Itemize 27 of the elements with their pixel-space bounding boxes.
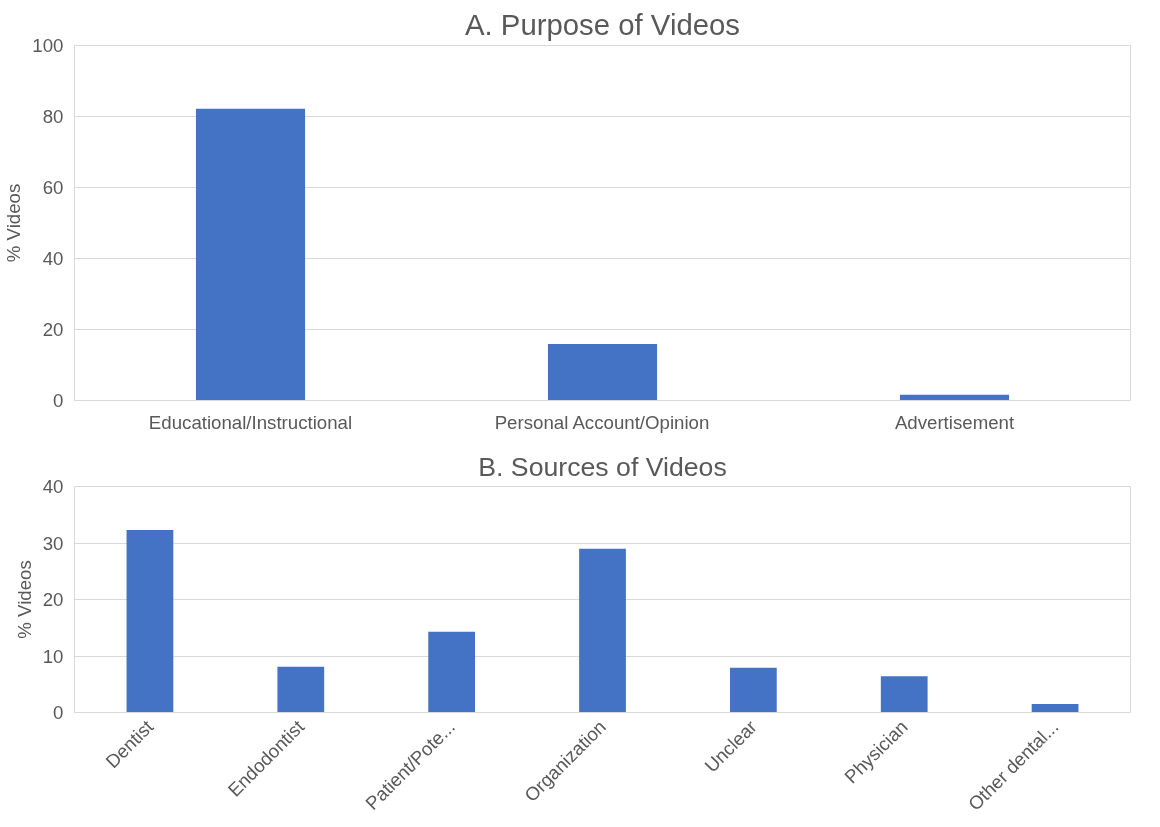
y-tick-label: 80 <box>42 106 64 127</box>
y-tick-label: 20 <box>42 319 64 340</box>
chart-title: B. Sources of Videos <box>478 451 727 482</box>
bar <box>277 666 325 713</box>
y-tick-label: 10 <box>42 645 64 667</box>
bar <box>579 548 626 713</box>
y-tick-label: 40 <box>42 248 64 269</box>
y-tick-label: 0 <box>53 702 64 723</box>
y-axis-title: % Videos <box>13 560 35 639</box>
bar <box>1031 704 1079 713</box>
chart-title: A. Purpose of Videos <box>465 7 740 41</box>
y-axis-title: % Videos <box>3 183 25 263</box>
x-tick-label: Personal Account/Opinion <box>494 411 710 433</box>
y-tick-label: 60 <box>42 177 64 198</box>
x-tick-label: Advertisement <box>894 411 1015 433</box>
y-tick-label: 40 <box>42 476 64 497</box>
bar <box>880 676 928 713</box>
y-tick-label: 30 <box>42 532 64 554</box>
bar <box>547 344 658 401</box>
y-tick-label: 100 <box>32 35 64 56</box>
x-tick-label: Educational/Instructional <box>148 411 353 433</box>
bar <box>126 530 174 713</box>
bar <box>428 631 476 713</box>
y-tick-label: 0 <box>53 390 64 411</box>
bar <box>729 667 777 713</box>
bar <box>195 108 306 401</box>
y-tick-label: 20 <box>42 589 64 610</box>
